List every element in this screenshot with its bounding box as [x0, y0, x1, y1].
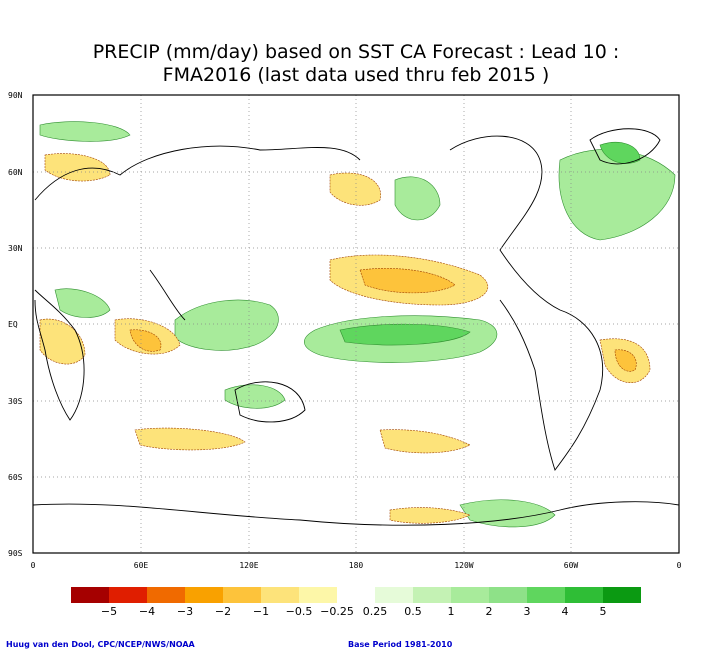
legend-swatch [261, 587, 299, 603]
legend-label: 0.25 [362, 605, 388, 618]
legend-swatch [603, 587, 641, 603]
legend-label: −4 [138, 605, 156, 618]
legend-swatch [299, 587, 337, 603]
lat-label: 60S [8, 473, 23, 482]
lon-label: 60W [563, 561, 579, 570]
lon-label: 120W [454, 561, 474, 570]
legend-swatch [147, 587, 185, 603]
legend-label: 0.5 [404, 605, 422, 618]
legend-swatch [451, 587, 489, 603]
legend-swatch [375, 587, 413, 603]
legend-label: −2 [214, 605, 232, 618]
legend-label: 1 [447, 605, 455, 618]
lat-label: 30S [8, 397, 23, 406]
legend-swatch [185, 587, 223, 603]
graticule [33, 95, 679, 553]
lat-label: 60N [8, 168, 23, 177]
legend-swatch [71, 587, 109, 603]
lon-label: 0 [676, 561, 682, 570]
legend-label: −1 [252, 605, 270, 618]
legend-swatch [109, 587, 147, 603]
lat-label: 30N [8, 244, 23, 253]
legend-label: −5 [100, 605, 118, 618]
legend-swatch [565, 587, 603, 603]
map-frame [32, 94, 680, 554]
lon-label: 0 [30, 561, 36, 570]
lat-label: 90N [8, 91, 23, 100]
legend-swatch [337, 587, 375, 603]
anomaly-fields [33, 121, 679, 528]
legend-label: −0.25 [320, 605, 354, 618]
legend-label: −3 [176, 605, 194, 618]
legend-swatch [223, 587, 261, 603]
credit-text: Huug van den Dool, CPC/NCEP/NWS/NOAA [6, 640, 195, 649]
color-legend [71, 587, 641, 603]
legend-swatch [489, 587, 527, 603]
lon-label: 180 [348, 561, 364, 570]
legend-swatch [413, 587, 451, 603]
chart-title-line-2: FMA2016 (last data used thru feb 2015 ) [162, 64, 550, 86]
lon-label: 120E [239, 561, 259, 570]
lon-label: 60E [133, 561, 149, 570]
legend-swatch [527, 587, 565, 603]
lat-label: 90S [8, 549, 23, 558]
legend-label: 4 [561, 605, 569, 618]
base-period-text: Base Period 1981-2010 [348, 640, 453, 649]
legend-label: 5 [599, 605, 607, 618]
legend-label: 2 [485, 605, 493, 618]
lat-label: EQ [8, 320, 18, 329]
legend-label: 3 [523, 605, 531, 618]
chart-title-line-1: PRECIP (mm/day) based on SST CA Forecast… [92, 41, 620, 63]
legend-label: −0.5 [285, 605, 313, 618]
